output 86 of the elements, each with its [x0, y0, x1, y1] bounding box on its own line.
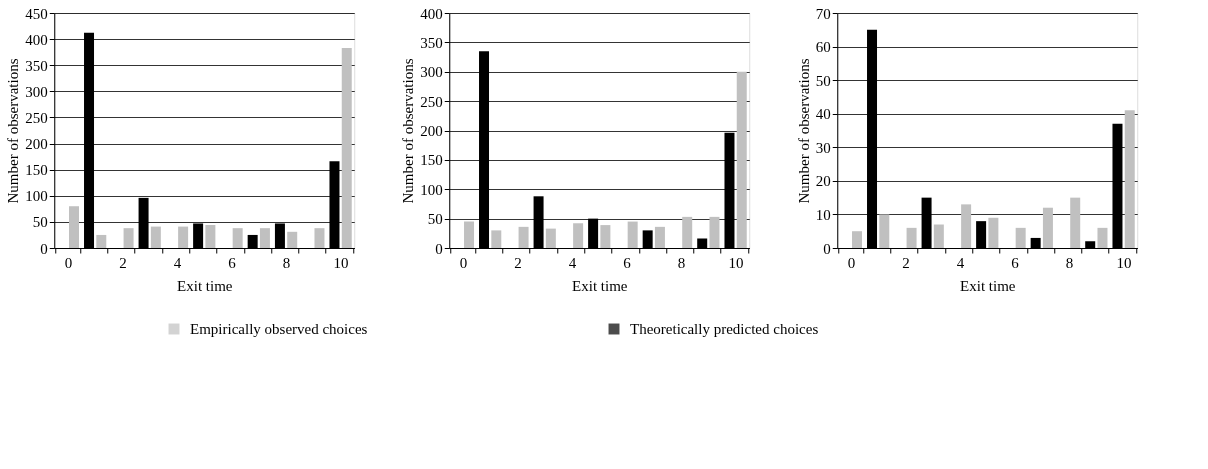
- y-tick-label: 300: [25, 83, 48, 100]
- y-tick-label: 200: [25, 136, 48, 153]
- bar: [879, 214, 890, 248]
- bar: [464, 221, 475, 248]
- bar: [600, 225, 611, 248]
- bar: [1097, 227, 1108, 248]
- y-tick-label: 50: [815, 72, 831, 89]
- y-tick-label: 250: [25, 109, 48, 126]
- x-tick-label: 0: [64, 254, 73, 271]
- y-tick-label: 150: [25, 162, 48, 179]
- bar: [314, 228, 325, 248]
- bar: [933, 224, 944, 248]
- y-tick-label: 100: [25, 188, 48, 205]
- bar: [491, 230, 502, 248]
- x-tick-label: 8: [677, 254, 686, 271]
- bar: [205, 225, 216, 248]
- bar: [150, 226, 161, 248]
- bar: [1124, 110, 1135, 248]
- y-tick-label: 100: [420, 181, 443, 198]
- bar: [573, 223, 584, 248]
- y-tick-label: 300: [420, 64, 443, 81]
- x-tick-label: 2: [902, 254, 910, 271]
- y-tick-label: 10: [815, 206, 831, 223]
- bar: [69, 206, 80, 248]
- y-axis-title: Number of observations: [400, 58, 417, 204]
- bar: [961, 204, 972, 248]
- y-tick-label: 30: [815, 139, 831, 156]
- x-tick-label: 8: [282, 254, 291, 271]
- y-tick-label: 0: [435, 240, 443, 257]
- y-tick-label: 60: [815, 39, 831, 56]
- y-tick-label: 450: [25, 5, 48, 22]
- x-tick-label: 6: [1011, 254, 1020, 271]
- x-tick-label: 8: [1065, 254, 1074, 271]
- bar: [178, 226, 189, 248]
- y-tick-label: 200: [420, 123, 443, 139]
- x-tick-label: 4: [173, 254, 182, 271]
- y-tick-label: 350: [420, 34, 443, 51]
- bar: [654, 226, 665, 248]
- x-tick-label: 10: [333, 254, 349, 271]
- bar: [709, 216, 720, 248]
- bar: [1042, 207, 1053, 248]
- bar: [852, 231, 863, 248]
- bar: [259, 228, 270, 248]
- y-tick-label: 50: [427, 211, 443, 228]
- bar: [341, 47, 352, 248]
- x-tick-label: 6: [228, 254, 237, 271]
- y-tick-label: 70: [815, 5, 831, 22]
- y-axis-title: Number of observations: [5, 58, 22, 204]
- y-tick-label: 350: [25, 57, 48, 74]
- x-tick-label: 4: [956, 254, 965, 271]
- x-tick-label: 0: [459, 254, 468, 271]
- y-tick-label: 40: [815, 106, 831, 123]
- x-tick-label: 4: [568, 254, 577, 271]
- bar: [736, 71, 747, 248]
- bar: [287, 231, 298, 248]
- x-tick-label: 10: [728, 254, 744, 271]
- bar: [1070, 197, 1081, 248]
- x-tick-label: 0: [847, 254, 856, 271]
- y-tick-label: 150: [420, 152, 443, 169]
- legend-label: Empirically observed choices: [190, 321, 368, 337]
- bar: [96, 234, 107, 248]
- bar: [682, 216, 693, 248]
- y-tick-label: 50: [32, 214, 48, 231]
- x-axis-title: Exit time: [572, 277, 628, 294]
- x-tick-label: 6: [623, 254, 632, 271]
- y-tick-label: 20: [815, 173, 831, 190]
- bar: [545, 228, 556, 248]
- x-axis-title: Exit time: [960, 277, 1016, 294]
- x-axis-title: Exit time: [177, 277, 233, 294]
- y-tick-label: 0: [40, 240, 48, 257]
- bar: [988, 217, 999, 248]
- legend-label: Theoretically predicted choices: [630, 321, 819, 337]
- x-tick-label: 10: [1116, 254, 1132, 271]
- bar: [627, 221, 638, 248]
- y-tick-label: 250: [420, 93, 443, 110]
- x-tick-label: 2: [514, 254, 522, 271]
- y-tick-label: 400: [420, 5, 443, 22]
- y-tick-label: 400: [25, 31, 48, 48]
- y-tick-label: 0: [823, 240, 831, 257]
- bar: [232, 228, 243, 248]
- bar: [123, 228, 134, 248]
- bar: [518, 226, 529, 248]
- bar: [1015, 227, 1026, 248]
- bar: [906, 227, 917, 248]
- x-tick-label: 2: [119, 254, 127, 271]
- y-axis-title: Number of observations: [795, 58, 812, 204]
